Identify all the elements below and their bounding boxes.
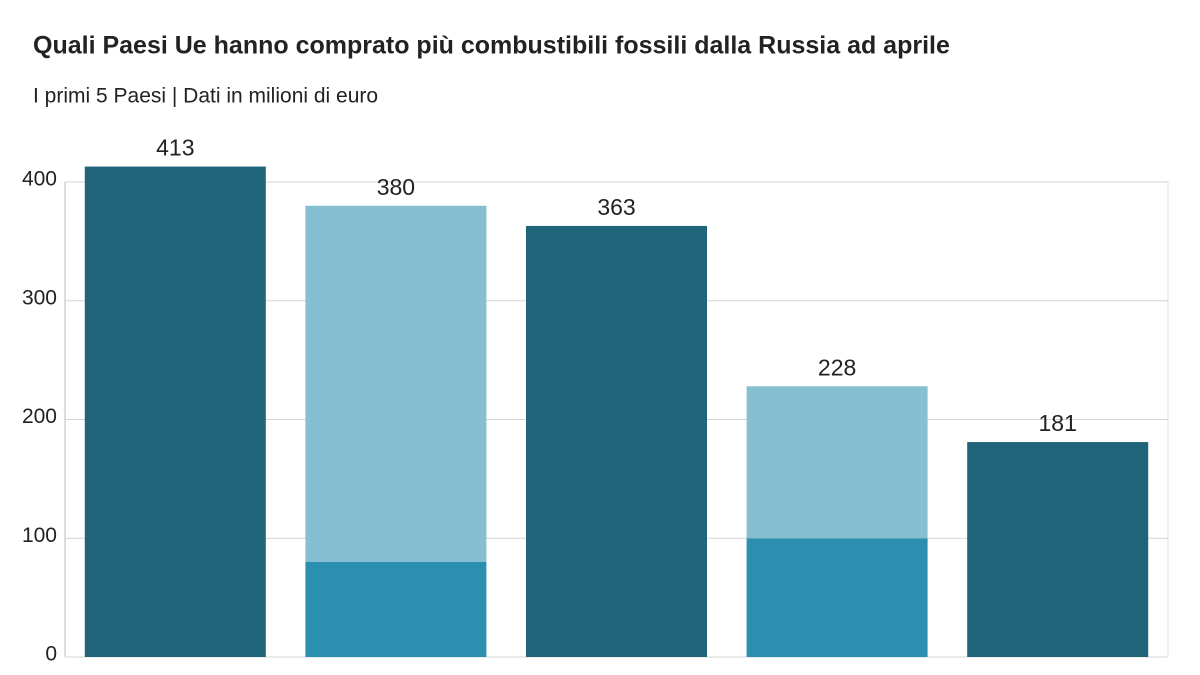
bar-segment	[967, 442, 1149, 657]
bar-segment	[526, 225, 707, 657]
y-tick-label: 300	[22, 286, 57, 309]
bar-segment	[84, 166, 266, 657]
chart-title: Quali Paesi Ue hanno comprato più combus…	[33, 32, 950, 60]
value-label: 363	[597, 194, 635, 220]
bar-segment	[746, 386, 928, 539]
bar-segment	[746, 538, 928, 657]
bar-segment	[305, 205, 487, 562]
y-tick-label: 0	[45, 643, 57, 666]
y-tick-label: 200	[22, 405, 57, 428]
chart-subtitle: I primi 5 Paesi | Dati in milioni di eur…	[33, 85, 378, 108]
value-label: 228	[818, 354, 856, 380]
value-label: 181	[1039, 410, 1077, 436]
y-tick-label: 100	[22, 524, 57, 547]
value-label: 413	[156, 135, 194, 161]
bar-segment	[305, 562, 487, 657]
value-label: 380	[377, 174, 415, 200]
y-tick-label: 400	[22, 168, 57, 191]
